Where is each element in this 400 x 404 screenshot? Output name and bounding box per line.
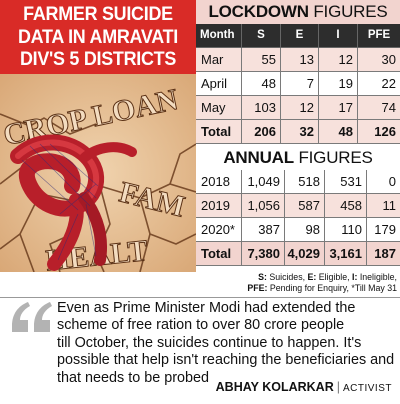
annual-title: ANNUAL FIGURES: [196, 146, 400, 170]
quote-line: scheme of free ration to over 80 crore p…: [57, 317, 345, 334]
cell-e: 587: [285, 194, 325, 218]
header-pfe: PFE: [358, 24, 400, 48]
table-row: 2018 1,049 518 531 0: [196, 170, 400, 194]
total-label: Total: [196, 242, 242, 266]
section-divider: [0, 297, 400, 298]
cell-pfe: 30: [358, 48, 400, 72]
cell-pfe: 11: [367, 194, 400, 218]
cell-i: 19: [319, 72, 358, 96]
quote-mark-icon: [12, 302, 52, 332]
headline-line-2: DATA IN AMRAVATI: [17, 25, 178, 48]
headline-banner: FARMER SUICIDE DATA IN AMRAVATI DIV'S 5 …: [0, 0, 196, 74]
total-pfe: 126: [358, 120, 400, 144]
legend-line-2: PFE: Pending for Enquiry, *Till May 31: [247, 283, 397, 293]
cell-s: 48: [242, 72, 281, 96]
cell-i: 458: [325, 194, 367, 218]
legend-line-1: S: Suicides, E: Eligible, I: Ineligible,: [258, 272, 397, 282]
header-month: Month: [196, 24, 242, 48]
cell-pfe: 22: [358, 72, 400, 96]
cracked-earth-noose-illustration: CROP LOAN FAM HEALT: [0, 74, 196, 272]
red-scarf: [10, 134, 137, 271]
row-label: Mar: [196, 48, 242, 72]
cell-i: 531: [325, 170, 367, 194]
cell-pfe: 179: [367, 218, 400, 242]
table-row: April 48 7 19 22: [196, 72, 400, 96]
quote-line: till October, the suicides continue to h…: [57, 334, 362, 351]
table-row: May 103 12 17 74: [196, 96, 400, 120]
row-label: 2020*: [196, 218, 242, 242]
total-pfe: 187: [367, 242, 400, 266]
table-row: 2020* 387 98 110 179: [196, 218, 400, 242]
cell-pfe: 74: [358, 96, 400, 120]
row-label: May: [196, 96, 242, 120]
headline-line-3: DIV'S 5 DISTRICTS: [19, 48, 177, 70]
cell-s: 1,056: [242, 194, 285, 218]
total-s: 206: [242, 120, 281, 144]
cell-i: 110: [325, 218, 367, 242]
header-e: E: [281, 24, 319, 48]
row-label: 2018: [196, 170, 242, 194]
quote-line: possible that help isn't reaching the be…: [57, 352, 395, 369]
quote-line: Even as Prime Minister Modi had extended…: [57, 300, 356, 316]
quote-text: Even as Prime Minister Modi had extended…: [57, 300, 399, 387]
row-label: 2019: [196, 194, 242, 218]
annual-figures-table: ANNUAL FIGURES 2018 1,049 518 531 0 2019…: [196, 146, 400, 266]
cell-s: 387: [242, 218, 285, 242]
table-row: Mar 55 13 12 30: [196, 48, 400, 72]
total-i: 48: [319, 120, 358, 144]
cell-s: 55: [242, 48, 281, 72]
cell-i: 12: [319, 48, 358, 72]
annual-total-row: Total 7,380 4,029 3,161 187: [196, 242, 400, 266]
cell-e: 13: [281, 48, 319, 72]
lockdown-total-row: Total 206 32 48 126: [196, 120, 400, 144]
table-row: 2019 1,056 587 458 11: [196, 194, 400, 218]
quote-attribution: ABHAY KOLARKAR | ACTIVIST: [216, 380, 392, 394]
attribution-separator: |: [336, 380, 340, 394]
header-i: I: [319, 24, 358, 48]
illustration-panel: FARMER SUICIDE DATA IN AMRAVATI DIV'S 5 …: [0, 0, 196, 272]
cell-e: 7: [281, 72, 319, 96]
row-label: April: [196, 72, 242, 96]
cell-i: 17: [319, 96, 358, 120]
total-e: 4,029: [285, 242, 325, 266]
headline-line-1: FARMER SUICIDE: [23, 3, 173, 25]
lockdown-header-row: Month S E I PFE: [196, 24, 400, 48]
cell-e: 518: [285, 170, 325, 194]
cell-e: 12: [281, 96, 319, 120]
total-label: Total: [196, 120, 242, 144]
author-name: ABHAY KOLARKAR: [215, 380, 334, 394]
header-s: S: [242, 24, 281, 48]
lockdown-title: LOCKDOWN FIGURES: [196, 0, 400, 24]
total-e: 32: [281, 120, 319, 144]
legend-note: S: Suicides, E: Eligible, I: Ineligible,…: [196, 272, 400, 294]
quote-line: that needs to be probed: [57, 369, 210, 386]
cell-s: 1,049: [242, 170, 285, 194]
author-role: ACTIVIST: [342, 383, 392, 394]
cell-e: 98: [285, 218, 325, 242]
cell-s: 103: [242, 96, 281, 120]
total-s: 7,380: [242, 242, 285, 266]
cell-pfe: 0: [367, 170, 400, 194]
lockdown-figures-table: LOCKDOWN FIGURES Month S E I PFE Mar 55 …: [196, 0, 400, 144]
total-i: 3,161: [325, 242, 367, 266]
